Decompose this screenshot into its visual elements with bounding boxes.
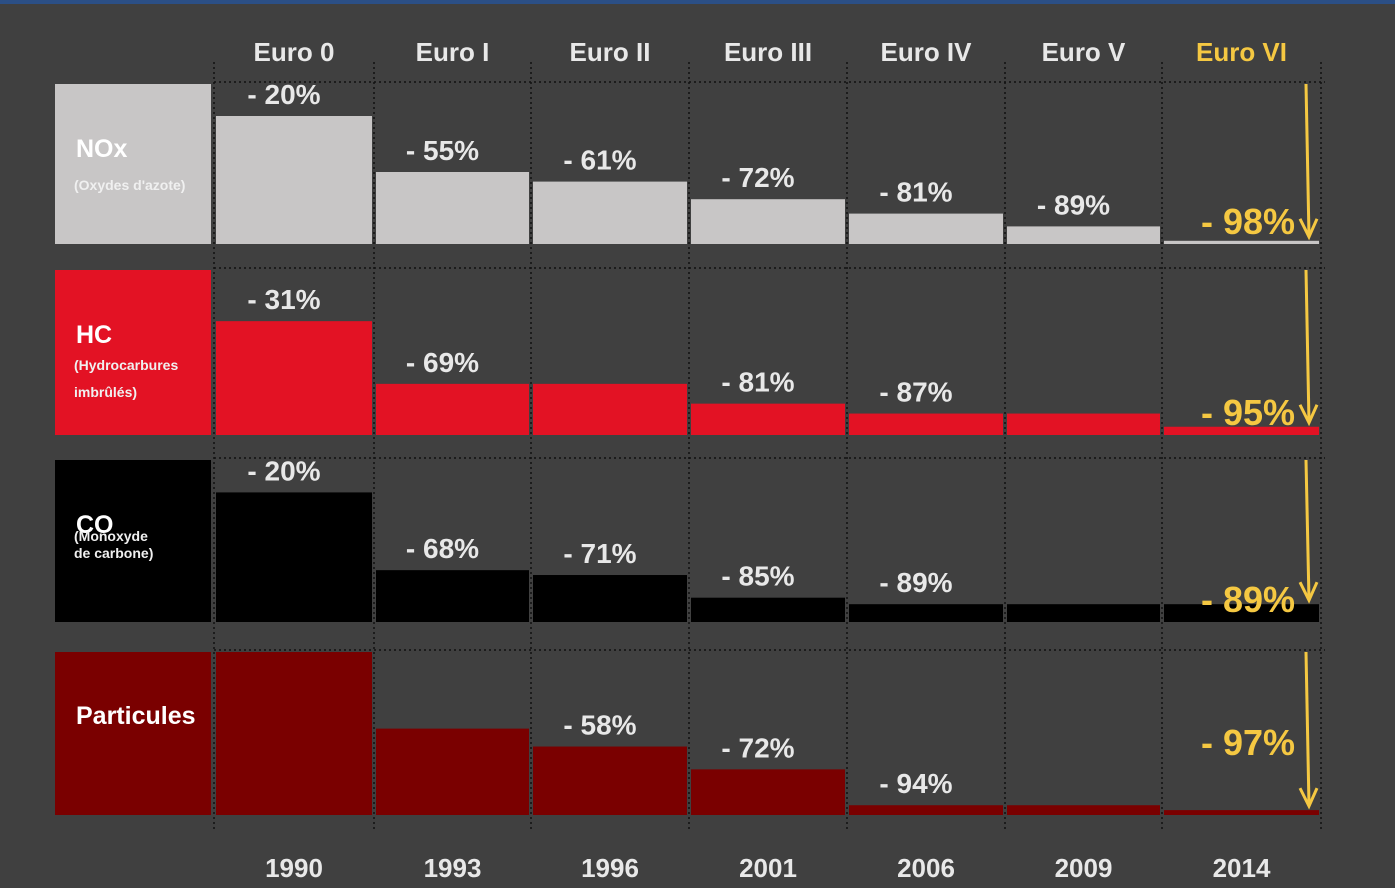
value-label: - 89% (879, 567, 952, 598)
value-label: - 94% (879, 768, 952, 799)
year-label: 2001 (739, 853, 797, 883)
value-label: - 58% (563, 710, 636, 741)
bar (1007, 226, 1160, 244)
year-label: 2014 (1213, 853, 1271, 883)
value-label: - 72% (721, 162, 794, 193)
series-description: de carbone) (74, 545, 153, 561)
year-label: 2009 (1055, 853, 1113, 883)
arrow-shaft (1304, 459, 1311, 601)
bar (1164, 426, 1319, 435)
bar (691, 199, 845, 244)
value-label: - 20% (247, 79, 320, 110)
bar (1164, 240, 1319, 244)
series-label-box (55, 652, 211, 815)
bar (216, 492, 372, 622)
bar (849, 213, 1003, 244)
series-description: (Oxydes d'azote) (74, 177, 185, 193)
bar (533, 746, 687, 815)
series-label-box (55, 270, 211, 435)
value-label: - 95% (1201, 392, 1295, 433)
value-label: - 61% (563, 145, 636, 176)
arrow-head (1298, 581, 1319, 604)
stage-label: Euro III (724, 37, 812, 67)
bar (376, 728, 529, 815)
year-label: 1993 (424, 853, 482, 883)
value-label: - 81% (721, 367, 794, 398)
bar (216, 116, 372, 244)
value-label: - 81% (879, 177, 952, 208)
stage-label: Euro IV (880, 37, 972, 67)
year-label: 1996 (581, 853, 639, 883)
stage-label: Euro 0 (254, 37, 335, 67)
arrow-shaft (1304, 269, 1311, 423)
value-label: - 98% (1201, 201, 1295, 242)
stage-label: Euro V (1042, 37, 1126, 67)
year-label: 2006 (897, 853, 955, 883)
series-name: HC (76, 321, 112, 349)
top-border (0, 0, 1395, 4)
value-label: - 87% (879, 377, 952, 408)
bar (376, 383, 529, 435)
value-label: - 72% (721, 732, 794, 763)
bar (216, 321, 372, 435)
bar (1164, 604, 1319, 622)
bar (376, 570, 529, 622)
bar (1164, 810, 1319, 815)
series-label-box (55, 84, 211, 244)
arrow-shaft (1304, 83, 1311, 237)
bar (533, 575, 687, 622)
value-label: - 20% (247, 455, 320, 486)
value-label: - 55% (406, 135, 479, 166)
value-label: - 97% (1201, 722, 1295, 763)
bar (533, 383, 687, 435)
bar (1007, 805, 1160, 815)
series-description: (Monoxyde (74, 528, 148, 544)
series-description: imbrûlés) (74, 384, 137, 400)
value-label: - 85% (721, 561, 794, 592)
arrow-head (1298, 787, 1319, 810)
value-label: - 31% (247, 284, 320, 315)
bar (849, 805, 1003, 815)
value-label: - 71% (563, 538, 636, 569)
value-label: - 89% (1201, 579, 1295, 620)
bar (691, 597, 845, 622)
series-label-box (55, 460, 211, 622)
value-label: - 89% (1037, 189, 1110, 220)
bar (691, 403, 845, 435)
bar (216, 652, 372, 815)
bar (691, 769, 845, 815)
stage-label: Euro VI (1196, 37, 1287, 67)
stage-label: Euro I (416, 37, 490, 67)
bar (1007, 604, 1160, 622)
arrow-head (1298, 404, 1319, 427)
series-name: Particules (76, 702, 196, 730)
stage-label: Euro II (570, 37, 651, 67)
value-label: - 68% (406, 533, 479, 564)
bar (849, 413, 1003, 435)
bar (533, 181, 687, 244)
series-description: (Hydrocarbures (74, 357, 178, 373)
series-name: NOx (76, 135, 128, 163)
bar (849, 604, 1003, 622)
arrow-head (1298, 218, 1319, 241)
value-label: - 69% (406, 347, 479, 378)
bar (376, 172, 529, 244)
year-label: 1990 (265, 853, 323, 883)
arrow-shaft (1304, 651, 1311, 807)
series-name: CO (76, 511, 114, 539)
bar (1007, 413, 1160, 435)
